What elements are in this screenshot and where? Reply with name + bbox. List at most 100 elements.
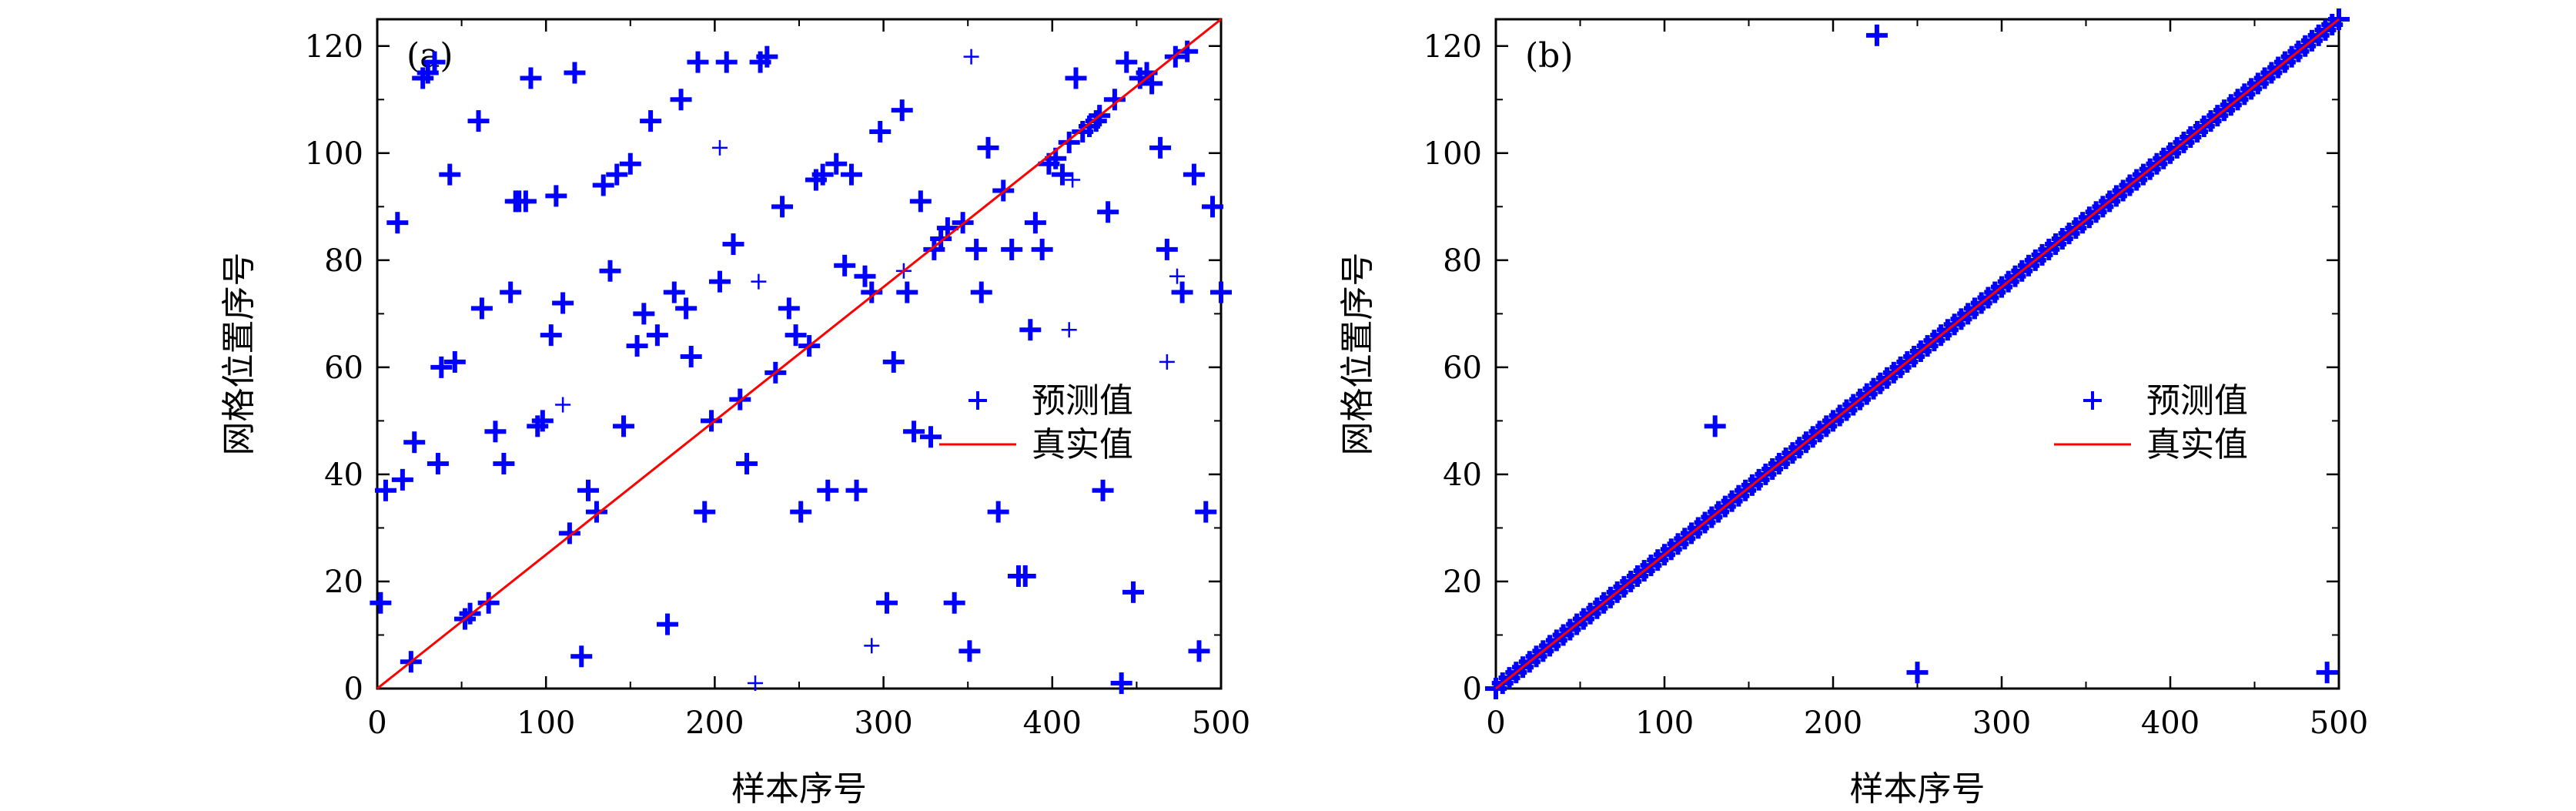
- true-value-line-overlay: [376, 18, 1222, 689]
- data-point: [1065, 67, 1087, 89]
- data-point: [711, 139, 728, 156]
- data-point: [1110, 672, 1132, 695]
- x-tick-label: 200: [685, 705, 744, 741]
- data-point: [1116, 51, 1138, 73]
- data-point: [391, 468, 413, 491]
- data-point: [558, 522, 580, 545]
- data-point: [626, 335, 648, 357]
- data-point: [1171, 281, 1193, 303]
- y-tick-label: 20: [324, 565, 363, 600]
- data-point: [811, 163, 834, 186]
- data-point: [1019, 319, 1042, 341]
- data-point: [386, 212, 409, 234]
- data-point: [875, 591, 898, 614]
- legend-label-true: 真实值: [2146, 425, 2248, 464]
- data-point: [903, 421, 925, 443]
- data-point: [470, 297, 493, 320]
- y-tick-label: 40: [1443, 457, 1482, 493]
- data-point: [919, 426, 942, 448]
- data-point: [1169, 268, 1186, 284]
- data-point: [680, 345, 702, 367]
- data-point: [854, 265, 876, 287]
- y-tick-label: 20: [1443, 565, 1482, 600]
- data-point: [1865, 24, 1888, 46]
- data-point: [722, 233, 744, 255]
- data-point: [1092, 479, 1114, 501]
- x-tick-label: 100: [517, 705, 575, 741]
- data-point: [520, 67, 542, 89]
- data-point: [708, 270, 731, 293]
- data-point: [633, 303, 655, 325]
- y-tick-label: 100: [305, 136, 363, 172]
- data-point: [1141, 72, 1163, 95]
- data-point: [869, 120, 892, 142]
- data-point: [1058, 131, 1080, 153]
- data-point: [1188, 640, 1210, 662]
- data-point: [756, 45, 778, 68]
- legend-label-true: 真实值: [1032, 425, 1133, 464]
- data-point: [2316, 662, 2338, 684]
- data-point: [1183, 163, 1205, 186]
- data-point: [493, 453, 515, 475]
- data-point: [1704, 415, 1726, 437]
- data-point: [592, 174, 614, 196]
- legend-marker-predicted: [969, 391, 987, 410]
- data-point: [687, 51, 709, 73]
- data-point: [785, 324, 807, 347]
- data-point: [882, 350, 905, 373]
- data-point: [640, 110, 662, 132]
- data-point: [606, 163, 628, 186]
- x-tick-label: 500: [2310, 705, 2368, 741]
- data-point: [1195, 501, 1217, 523]
- legend-label-predicted: 预测值: [2146, 381, 2248, 421]
- y-axis-title: 网格位置序号: [1338, 253, 1377, 456]
- x-axis-title: 样本序号: [731, 769, 867, 809]
- y-tick-label: 120: [305, 29, 363, 65]
- data-point: [909, 190, 932, 213]
- data-point: [1156, 238, 1178, 260]
- x-tick-label: 0: [367, 705, 386, 741]
- data-point: [545, 185, 567, 207]
- data-point: [977, 136, 999, 159]
- data-point: [1031, 238, 1053, 260]
- data-point: [896, 281, 918, 303]
- data-point: [965, 238, 988, 260]
- data-point: [701, 410, 723, 432]
- data-point: [1159, 354, 1175, 370]
- data-point: [1202, 196, 1224, 218]
- data-point: [1001, 238, 1023, 260]
- data-point: [1210, 281, 1232, 303]
- x-tick-label: 300: [854, 705, 912, 741]
- y-tick-label: 0: [1463, 672, 1482, 707]
- data-point: [430, 356, 453, 378]
- x-tick-label: 500: [1192, 705, 1250, 741]
- x-tick-label: 100: [1635, 705, 1694, 741]
- data-point: [1061, 322, 1077, 338]
- data-point: [599, 260, 621, 282]
- data-point: [423, 51, 446, 73]
- data-point: [694, 501, 716, 523]
- data-point: [439, 163, 461, 186]
- data-point: [963, 49, 979, 65]
- data-point: [531, 410, 554, 432]
- y-tick-label: 40: [324, 457, 363, 493]
- data-point: [675, 297, 698, 320]
- x-axis-title: 样本序号: [1850, 769, 1986, 809]
- data-point: [500, 281, 522, 303]
- data-point: [825, 152, 848, 175]
- data-point: [619, 152, 641, 175]
- data-point: [540, 324, 562, 347]
- true-value-line-overlay: [1495, 18, 2340, 689]
- data-point: [585, 501, 607, 523]
- data-point: [861, 281, 883, 303]
- data-point: [1024, 212, 1046, 234]
- data-point: [374, 479, 396, 501]
- y-tick-label: 120: [1423, 29, 1482, 65]
- data-point: [657, 613, 679, 635]
- data-point: [443, 350, 466, 373]
- data-point: [1014, 565, 1036, 588]
- y-tick-label: 80: [1443, 243, 1482, 279]
- data-point: [484, 421, 507, 443]
- data-point: [845, 479, 868, 501]
